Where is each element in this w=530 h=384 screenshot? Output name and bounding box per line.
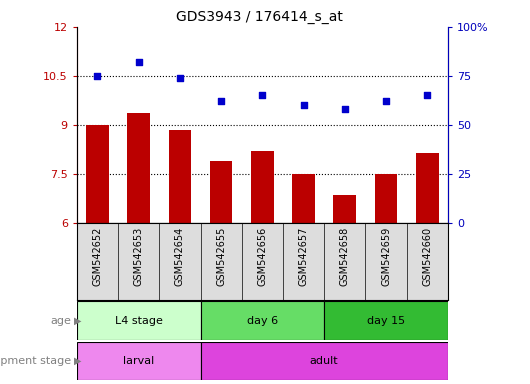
- Bar: [200, 301, 324, 340]
- Text: L4 stage: L4 stage: [115, 316, 163, 326]
- Text: GSM542658: GSM542658: [340, 227, 350, 286]
- Point: [341, 106, 349, 112]
- Text: GDS3943 / 176414_s_at: GDS3943 / 176414_s_at: [176, 10, 343, 23]
- Text: GSM542660: GSM542660: [422, 227, 432, 286]
- Text: adult: adult: [310, 356, 339, 366]
- Text: day 6: day 6: [247, 316, 278, 326]
- Text: GSM542659: GSM542659: [381, 227, 391, 286]
- Point: [217, 98, 225, 104]
- Bar: [77, 301, 200, 340]
- Text: GSM542654: GSM542654: [175, 227, 185, 286]
- Bar: [251, 151, 273, 223]
- Text: day 15: day 15: [367, 316, 405, 326]
- Bar: [210, 161, 233, 223]
- Text: GSM542657: GSM542657: [298, 227, 308, 286]
- Text: development stage: development stage: [0, 356, 72, 366]
- Point: [382, 98, 390, 104]
- Text: GSM542656: GSM542656: [258, 227, 267, 286]
- Text: GSM542653: GSM542653: [134, 227, 144, 286]
- Bar: [324, 301, 448, 340]
- Text: larval: larval: [123, 356, 154, 366]
- Bar: [416, 152, 439, 223]
- Bar: [169, 130, 191, 223]
- Point: [258, 92, 267, 98]
- Point: [299, 102, 308, 108]
- Bar: [200, 342, 448, 380]
- Bar: [127, 113, 150, 223]
- Text: ▶: ▶: [74, 316, 82, 326]
- Bar: [86, 125, 109, 223]
- Bar: [333, 195, 356, 223]
- Bar: [77, 342, 200, 380]
- Text: ▶: ▶: [74, 356, 82, 366]
- Point: [175, 75, 184, 81]
- Point: [93, 73, 102, 79]
- Text: age: age: [51, 316, 72, 326]
- Bar: [292, 174, 315, 223]
- Point: [135, 59, 143, 65]
- Text: GSM542655: GSM542655: [216, 227, 226, 286]
- Text: GSM542652: GSM542652: [92, 227, 102, 286]
- Point: [423, 92, 431, 98]
- Bar: [375, 174, 398, 223]
